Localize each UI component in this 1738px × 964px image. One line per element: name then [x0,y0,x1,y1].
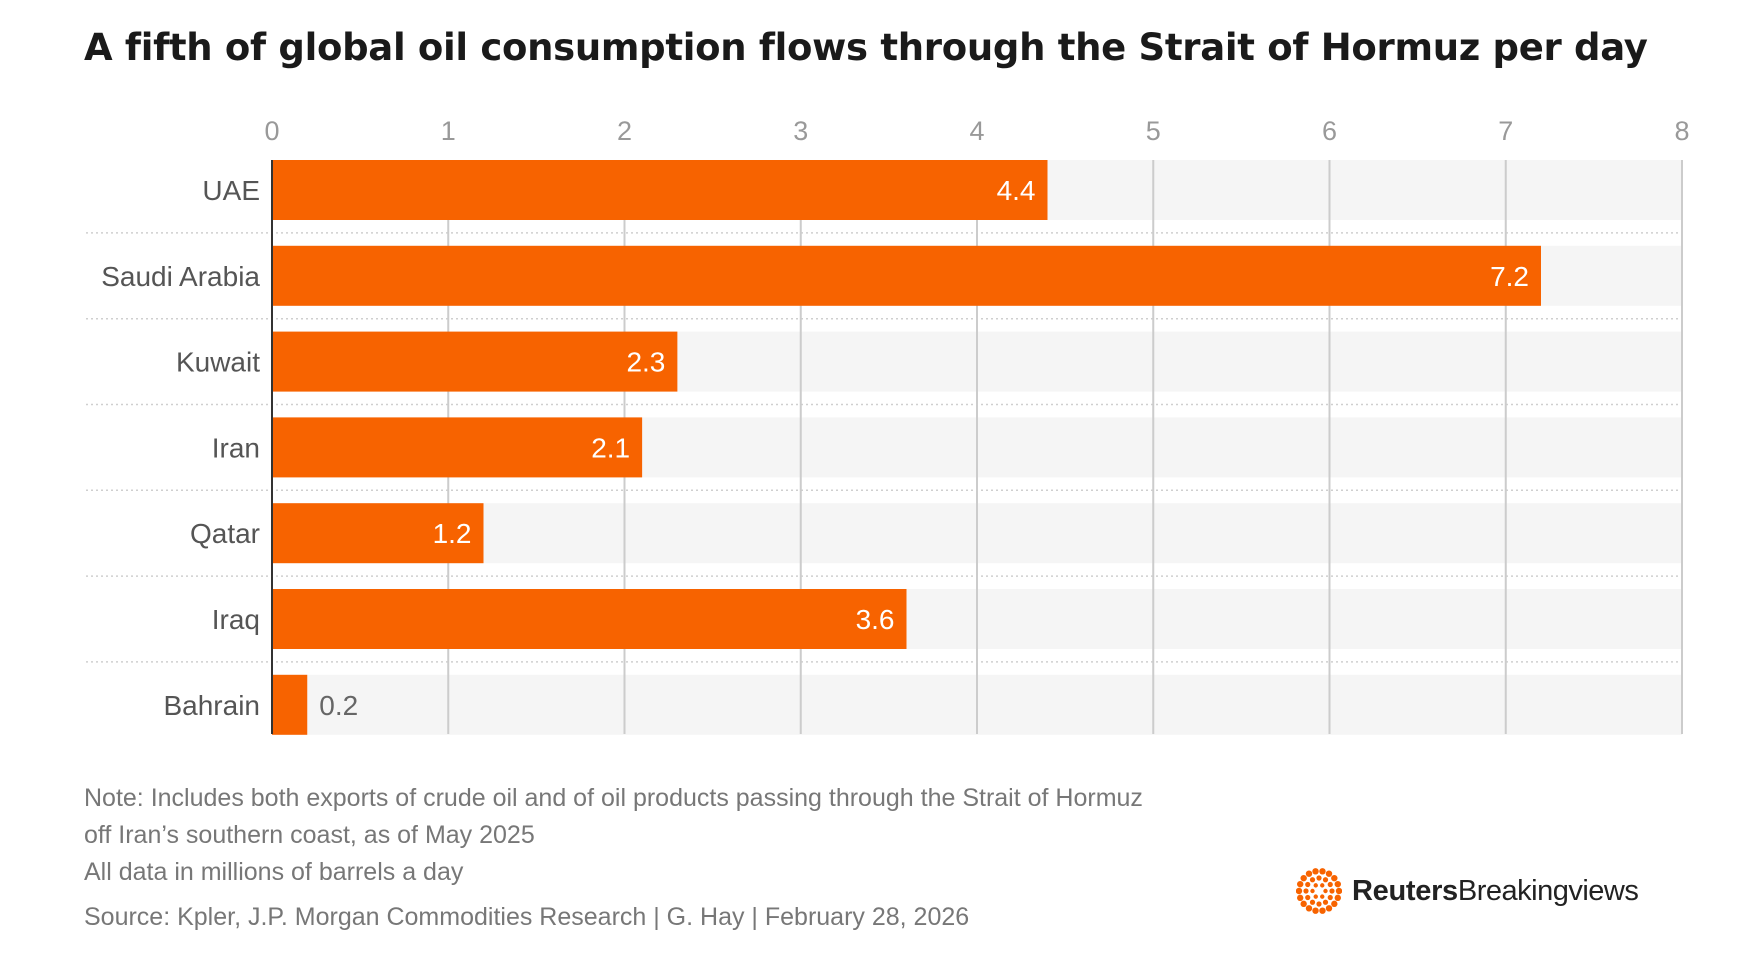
category-label: UAE [202,175,260,206]
logo-dot [1316,901,1322,907]
value-label: 1.2 [433,518,472,549]
bar [272,503,484,564]
logo-dot [1310,888,1315,894]
logo-dot [1327,894,1333,901]
bar [272,589,907,649]
reuters-breakingviews-logo: ReutersBreakingviews [1296,868,1639,914]
logo-dot [1305,905,1313,912]
x-tick-label: 7 [1498,116,1513,146]
logo-dot [1312,907,1319,914]
logo-dot [1312,868,1319,875]
note-line-3: All data in millions of barrels a day [84,858,464,886]
x-tick-label: 2 [617,116,632,146]
logo-dot [1313,894,1318,899]
logo-dot [1296,887,1303,895]
logo-dot [1313,883,1318,888]
category-label: Saudi Arabia [101,261,260,292]
x-tick-label: 4 [969,116,984,146]
bar [272,417,643,478]
logo-dot [1325,905,1333,912]
category-label: Kuwait [176,347,260,378]
logo-dot [1305,881,1311,888]
logo-dot [1300,900,1307,908]
bar [272,160,1048,220]
category-label: Iraq [212,604,260,635]
logo-dot [1319,868,1326,875]
value-label: 7.2 [1490,261,1529,292]
logo-dot [1309,899,1316,905]
x-tick-label: 5 [1146,116,1161,146]
note-line-2: off Iran’s southern coast, as of May 202… [84,821,535,849]
logo-dot [1322,899,1329,905]
logo-dot [1329,888,1335,894]
value-label: 2.3 [626,347,665,378]
category-label: Qatar [190,518,260,549]
category-label: Iran [212,432,260,463]
bar [272,245,1541,306]
logo-dot [1327,881,1333,888]
logo-dot [1335,887,1342,895]
bar-chart: 0 1 2 3 4 5 6 7 8 UAE 4.4 Saudi Arabia 7.2 Kuwait 2.3 I… [86,116,1690,735]
value-label: 0.2 [319,690,358,721]
logo-dot [1320,883,1325,888]
logo-dot [1331,900,1338,908]
logo-dot [1297,894,1304,902]
logo-dot [1303,888,1309,894]
logo-product: Breakingviews [1457,874,1639,907]
logo-dot [1334,894,1341,902]
logo-dot [1309,877,1316,883]
reuters-logo-icon [1296,868,1342,914]
value-label: 3.6 [856,604,895,635]
logo-brand: Reuters [1352,874,1458,907]
logo-dot [1325,870,1333,877]
logo-dot [1319,907,1326,914]
logo-dot [1331,874,1338,882]
x-tick-label: 6 [1322,116,1337,146]
x-tick-label: 0 [264,116,279,146]
logo-dot [1334,880,1341,888]
bar [272,331,678,392]
value-label: 2.1 [591,432,630,463]
value-label: 4.4 [997,175,1036,206]
bar [272,674,308,735]
logo-dot [1323,888,1328,894]
logo-dot [1297,880,1304,888]
x-tick-label: 8 [1674,116,1689,146]
category-label: Bahrain [163,690,260,721]
x-tick-label: 1 [441,116,456,146]
chart-notes: Note: Includes both exports of crude oil… [84,780,1143,891]
note-line-1: Note: Includes both exports of crude oil… [84,784,1143,812]
logo-dot [1305,870,1313,877]
chart-title: A fifth of global oil consumption flows … [84,26,1648,69]
x-tick-label: 3 [793,116,808,146]
logo-dot [1322,877,1329,883]
logo-dot [1300,874,1307,882]
logo-dot [1320,894,1325,899]
chart-source: Source: Kpler, J.P. Morgan Commodities R… [84,903,970,931]
logo-dot [1305,894,1311,901]
logo-dot [1316,875,1322,881]
